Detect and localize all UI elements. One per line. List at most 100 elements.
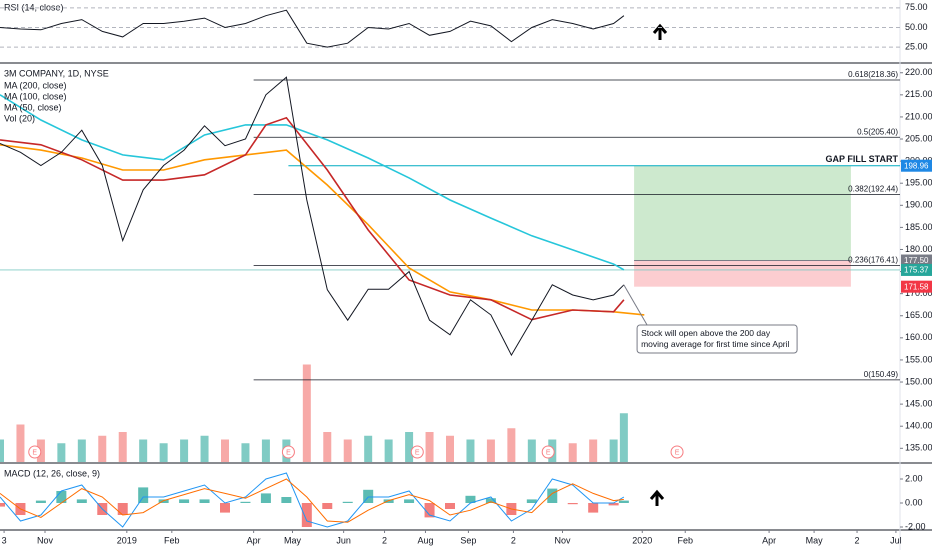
annotation-box [636, 324, 798, 354]
x-tick-label: Nov [554, 535, 571, 545]
fib-label: 0.236(176.41) [848, 255, 898, 264]
legend-entry: MA (200, close) [4, 80, 67, 90]
earnings-marker [281, 445, 295, 459]
moving-average [0, 94, 625, 271]
price-badge [901, 280, 932, 293]
fib-label: 0(150.49) [864, 370, 899, 379]
target-zone [634, 165, 851, 261]
histogram-bar [363, 489, 374, 503]
x-tick-label: May [284, 535, 302, 545]
y-tick-label: 75.00 [905, 2, 928, 12]
moving-average [0, 116, 625, 321]
volume-bar [619, 413, 628, 462]
histogram-bar [322, 503, 333, 509]
volume-bar [364, 435, 373, 462]
volume-bar [77, 439, 86, 462]
y-tick-label: 2.00 [905, 473, 923, 483]
legend-entry: MA (100, close) [4, 91, 67, 101]
histogram-bar [588, 503, 599, 513]
y-tick-label: 195.00 [905, 178, 932, 188]
price-badge [901, 254, 932, 267]
annotation-text: Stock will open above the 200 day moving… [641, 328, 790, 349]
histogram-bar [342, 501, 353, 503]
y-tick-label: 215.00 [905, 89, 932, 99]
histogram-bar [547, 488, 558, 503]
y-tick-label: 170.00 [905, 288, 932, 298]
volume-bar [159, 443, 168, 462]
volume-bar [302, 364, 311, 462]
histogram-bar [567, 503, 578, 505]
legend-entry: Vol (20) [4, 113, 35, 123]
x-tick-label: Jun [336, 535, 351, 545]
volume-bar [609, 439, 618, 462]
earnings-label: E [415, 449, 420, 456]
volume-bar [486, 439, 495, 462]
histogram-bar [35, 500, 46, 503]
earnings-marker [541, 445, 555, 459]
histogram-bar [199, 499, 210, 503]
volume-bar [466, 439, 475, 462]
x-tick-label: May [806, 535, 824, 545]
price-badge-label: 175.37 [904, 266, 929, 275]
stop-zone [634, 260, 851, 287]
up-arrow [652, 23, 668, 40]
volume-bar [180, 439, 189, 462]
annotation-pointer [623, 284, 648, 326]
macd-line [0, 472, 625, 528]
annotation: Stock will open above the 200 day moving… [641, 328, 790, 349]
earnings-marker [670, 445, 684, 459]
histogram-bar [240, 501, 251, 503]
volume-bar [118, 432, 127, 462]
volume-bar [98, 435, 107, 462]
volume-bar [139, 439, 148, 462]
y-tick-label: 145.00 [905, 398, 932, 408]
y-tick-label: 150.00 [905, 376, 932, 386]
histogram-bar [301, 503, 312, 527]
panel-title: MACD (12, 26, close, 9) [4, 468, 100, 478]
histogram-bar [445, 503, 455, 509]
x-tick-label: Sep [460, 535, 476, 545]
x-tick-label: Feb [164, 535, 180, 545]
histogram-bar [179, 499, 190, 503]
x-tick-label: Aug [417, 535, 433, 545]
y-tick-label: 210.00 [905, 111, 932, 121]
histogram-bar [117, 503, 128, 515]
volume-bar [261, 439, 270, 462]
y-tick-label: 220.00 [905, 67, 932, 77]
histogram-bar [404, 499, 415, 503]
gap-fill-label: GAP FILL START [825, 154, 898, 164]
x-tick-label: Nov [37, 535, 54, 545]
histogram-bar [618, 500, 629, 503]
histogram-bar [56, 491, 67, 503]
histogram-bar [485, 498, 496, 503]
y-tick-label: 0.00 [905, 497, 923, 507]
y-tick-label: 190.00 [905, 200, 932, 210]
x-tick-label: Feb [677, 535, 693, 545]
histogram-bar [220, 503, 230, 513]
y-tick-label: 135.00 [905, 443, 932, 453]
moving-average [0, 144, 645, 316]
earnings-marker [28, 445, 42, 459]
volume-bar [384, 439, 393, 462]
panel-title: RSI (14, close) [4, 2, 64, 12]
y-tick-label: 160.00 [905, 332, 932, 342]
volume-bar [527, 439, 536, 462]
earnings-marker [410, 445, 424, 459]
y-tick-label: 205.00 [905, 133, 932, 143]
legend-entry: MA (50, close) [4, 102, 62, 112]
volume-bar [425, 432, 434, 462]
x-tick-label: 2 [855, 535, 860, 545]
volume-bar [0, 439, 4, 462]
histogram-bar [260, 493, 271, 503]
volume-bar [57, 443, 66, 462]
earnings-label: E [286, 449, 291, 456]
y-tick-label: 185.00 [905, 222, 932, 232]
macd-line [0, 478, 624, 523]
x-tick-label: 2 [382, 535, 387, 545]
volume-bar [16, 424, 25, 462]
histogram-bar [608, 503, 619, 506]
rsi-line [0, 9, 625, 48]
volume-bar [323, 432, 332, 462]
